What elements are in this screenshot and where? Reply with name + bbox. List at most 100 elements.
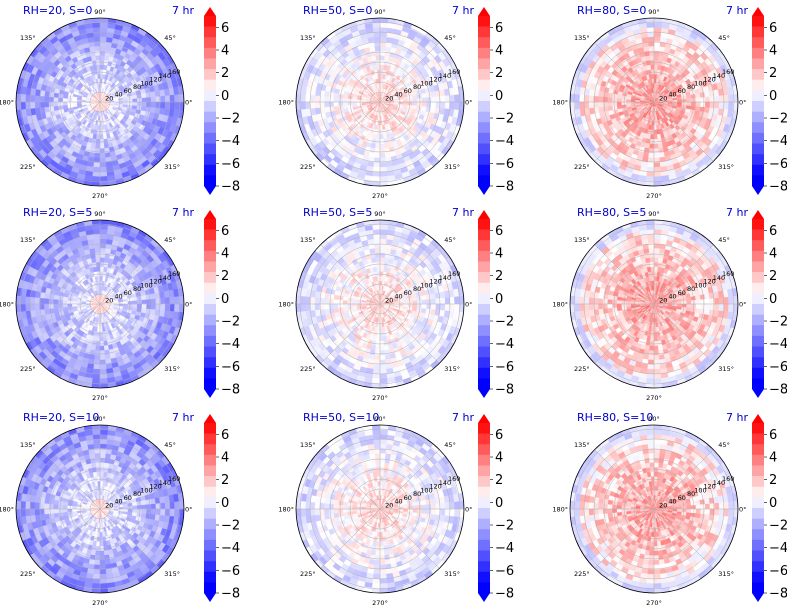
- colorbar-tick-label: −8: [769, 180, 787, 195]
- colorbar-segment: [478, 175, 490, 187]
- colorbar-segment: [752, 304, 764, 315]
- colorbar-tick-label: −6: [221, 564, 240, 579]
- colorbar-tick-label: −2: [221, 519, 240, 534]
- colorbar-segment: [752, 229, 764, 241]
- angle-tick-label: 180°: [278, 506, 294, 514]
- colorbar-tick-label: 4: [221, 247, 229, 262]
- colorbar-extend-max: [204, 7, 216, 16]
- colorbar-segment: [204, 367, 216, 379]
- panel-title: RH=20, S=5: [23, 206, 92, 219]
- panel-time-annotation: 7 hr: [726, 411, 748, 424]
- colorbar-segment: [478, 26, 490, 38]
- polar-panel-6: 90°45°0°315°270°225°180°135°20 40 60 801001…: [552, 206, 748, 402]
- colorbar-tick-label: −8: [221, 180, 240, 195]
- colorbar-tick-label: 0: [769, 89, 777, 104]
- colorbar-segment: [204, 423, 216, 434]
- colorbar-tick-label: 0: [495, 89, 503, 104]
- colorbar-tick-label: 6: [769, 428, 777, 443]
- colorbar-segment: [752, 16, 764, 27]
- angle-tick-label: 45°: [718, 236, 730, 244]
- radial-tick-label: 120: [429, 278, 441, 286]
- angle-tick-label: 90°: [94, 415, 106, 423]
- heat-field: [570, 425, 738, 593]
- colorbar: 6 4 2 0 −2 −4 −6 −8: [752, 210, 787, 398]
- angle-tick-label: 0°: [739, 99, 746, 107]
- colorbar-segment: [204, 37, 216, 49]
- colorbar-segment: [478, 293, 490, 305]
- angle-tick-label: 90°: [648, 8, 660, 16]
- radial-tick-label: 80: [413, 285, 421, 293]
- colorbar-tick-label: 4: [221, 44, 229, 59]
- angle-tick-label: 270°: [92, 394, 108, 402]
- angular-gridline: [379, 101, 440, 162]
- colorbar-segment: [752, 454, 764, 466]
- polar-panel-2: 90°45°0°315°270°225°180°135°20 40 60 801001…: [278, 4, 474, 200]
- colorbar-tick-label: 2: [495, 473, 503, 488]
- angular-gridline: [594, 244, 655, 305]
- polar-frame: [15, 219, 185, 389]
- colorbar-segment: [204, 69, 216, 81]
- panel-title: RH=20, S=10: [23, 411, 99, 424]
- radial-tick-label: 120: [149, 76, 161, 84]
- angle-tick-label: 270°: [646, 192, 662, 200]
- angular-gridline: [40, 303, 101, 364]
- colorbar-segment: [204, 132, 216, 144]
- polar-panel-4: 90°45°0°315°270°225°180°135°20 40 60 801001…: [0, 206, 194, 402]
- heat-field: [16, 18, 184, 186]
- radial-tick-label: 80: [687, 490, 695, 498]
- radial-tick-label: 80: [413, 490, 421, 498]
- angle-tick-label: 180°: [0, 506, 14, 514]
- angle-tick-label: 45°: [164, 441, 176, 449]
- colorbar-segment: [204, 486, 216, 498]
- radial-tick-label: 100: [140, 281, 152, 289]
- colorbar-tick-label: −4: [769, 541, 787, 556]
- colorbar-segment: [204, 261, 216, 273]
- colorbar-segment: [478, 69, 490, 81]
- colorbar-segment: [752, 561, 764, 573]
- radial-tick-label: 120: [703, 76, 715, 84]
- colorbar-segment: [478, 465, 490, 477]
- radial-tick-label: 100: [420, 486, 432, 494]
- colorbar-segment: [478, 454, 490, 466]
- angle-tick-label: 315°: [444, 365, 460, 373]
- colorbar-tick-label: −6: [495, 157, 514, 172]
- colorbar-segment: [204, 508, 216, 519]
- angle-tick-label: 225°: [574, 570, 590, 578]
- colorbar-segment: [478, 314, 490, 326]
- heat-field: [296, 425, 464, 593]
- colorbar-segment: [478, 476, 490, 488]
- colorbar-tick-label: −4: [495, 134, 514, 149]
- radial-tick-label: 100: [420, 281, 432, 289]
- angular-gridline: [379, 42, 440, 103]
- colorbar-segment: [204, 529, 216, 541]
- radial-tick-label: 160: [168, 270, 180, 278]
- colorbar-segment: [478, 154, 490, 166]
- colorbar-extend-max: [752, 7, 764, 16]
- angle-tick-label: 0°: [185, 506, 192, 514]
- angle-tick-label: 315°: [718, 365, 734, 373]
- angular-gridline: [40, 449, 101, 510]
- colorbar-segment: [752, 550, 764, 562]
- colorbar-tick-label: 2: [221, 473, 229, 488]
- angle-tick-label: 270°: [92, 192, 108, 200]
- colorbar-segment: [204, 335, 216, 347]
- colorbar-segment: [752, 250, 764, 262]
- angle-tick-label: 225°: [300, 365, 316, 373]
- radial-tick-label: 160: [722, 475, 734, 483]
- radial-tick-label: 100: [140, 486, 152, 494]
- radial-tick-label: 40: [668, 498, 676, 506]
- colorbar-segment: [204, 314, 216, 326]
- angle-tick-label: 135°: [574, 441, 590, 449]
- angular-gridline: [40, 508, 101, 569]
- radial-tick-label: 40: [394, 91, 402, 99]
- colorbar-extend-min: [752, 593, 764, 602]
- radial-tick-label: 120: [703, 483, 715, 491]
- radial-tick-label: 120: [429, 483, 441, 491]
- colorbar-segment: [478, 357, 490, 369]
- colorbar-segment: [752, 335, 764, 347]
- radial-tick-label: 140: [159, 274, 171, 282]
- colorbar-segment: [752, 164, 764, 176]
- colorbar-segment: [752, 132, 764, 144]
- radial-tick-label: 80: [133, 285, 141, 293]
